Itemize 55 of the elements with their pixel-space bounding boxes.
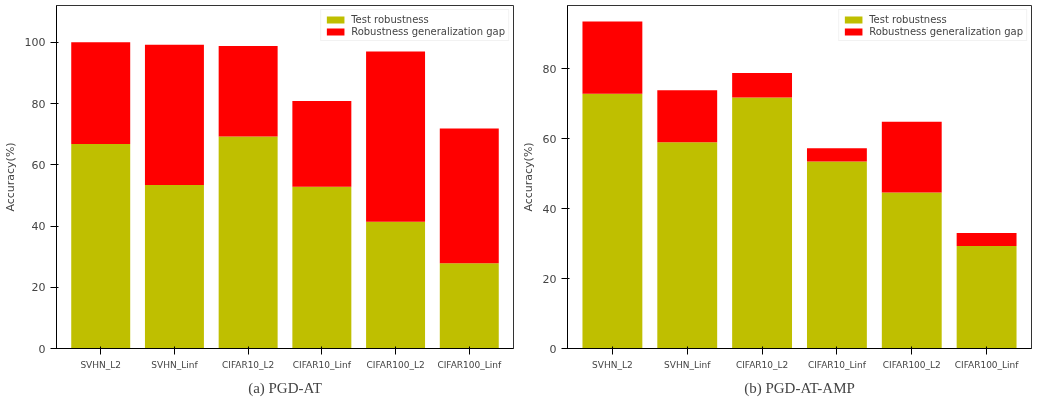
y-tick-label: 0 <box>38 342 46 356</box>
bar <box>806 148 867 162</box>
x-tick-label: CIFAR100_L2 <box>882 359 941 370</box>
y-tick-label: 40 <box>31 220 46 233</box>
text: (b) PGD-AT-AMP <box>744 379 855 397</box>
y-tick-label: 20 <box>31 281 46 295</box>
legend-label: Robustness generalization gap <box>351 25 505 37</box>
bar <box>218 136 278 349</box>
y-tick-label: 80 <box>31 97 46 111</box>
bar <box>366 51 426 222</box>
x-tick-label: SVHN_L2 <box>80 359 122 370</box>
bar <box>956 245 1017 349</box>
bar <box>732 97 793 349</box>
y-tick-label: 80 <box>542 62 557 76</box>
bar <box>71 143 131 349</box>
y-tick-label: 100 <box>24 36 46 50</box>
y-axis-title: Accuracy(%) <box>521 142 535 212</box>
x-tick-label: CIFAR10_L2 <box>221 359 275 370</box>
bar <box>218 45 278 137</box>
y-tick-label: 0 <box>549 342 557 356</box>
bar <box>582 93 643 349</box>
x-tick-label: CIFAR100_Linf <box>954 359 1020 370</box>
bar <box>881 121 942 193</box>
bar <box>71 42 131 144</box>
bar <box>657 90 718 143</box>
bar <box>144 44 204 185</box>
bar <box>657 142 718 349</box>
text: (a) PGD-AT <box>248 379 322 397</box>
y-tick-label: 40 <box>542 202 557 216</box>
y-tick-label: 60 <box>31 158 46 172</box>
bar <box>582 21 643 94</box>
bar <box>292 186 352 349</box>
bar <box>806 161 867 349</box>
bar <box>732 73 793 98</box>
x-tick-label: SVHN_L2 <box>592 359 633 370</box>
x-tick-label: CIFAR10_L2 <box>735 359 789 370</box>
y-tick-label: 20 <box>542 272 557 286</box>
bar <box>366 221 426 349</box>
x-tick-label: SVHN_Linf <box>151 359 199 370</box>
bar <box>439 128 499 264</box>
legend-label: Test robustness <box>869 13 947 25</box>
bar <box>956 233 1017 246</box>
bar <box>144 184 204 349</box>
legend-label: Test robustness <box>351 13 429 25</box>
x-tick-label: CIFAR10_Linf <box>807 359 867 370</box>
bar <box>439 263 499 349</box>
y-tick-label: 60 <box>542 132 557 146</box>
x-tick-label: CIFAR10_Linf <box>292 359 352 370</box>
x-tick-label: CIFAR100_Linf <box>437 359 502 370</box>
x-tick-label: SVHN_Linf <box>664 359 712 370</box>
y-axis-title: Accuracy(%) <box>3 142 17 212</box>
legend-label: Robustness generalization gap <box>869 25 1023 37</box>
x-tick-label: CIFAR100_L2 <box>366 359 425 370</box>
bar <box>292 101 352 187</box>
bar <box>881 192 942 349</box>
